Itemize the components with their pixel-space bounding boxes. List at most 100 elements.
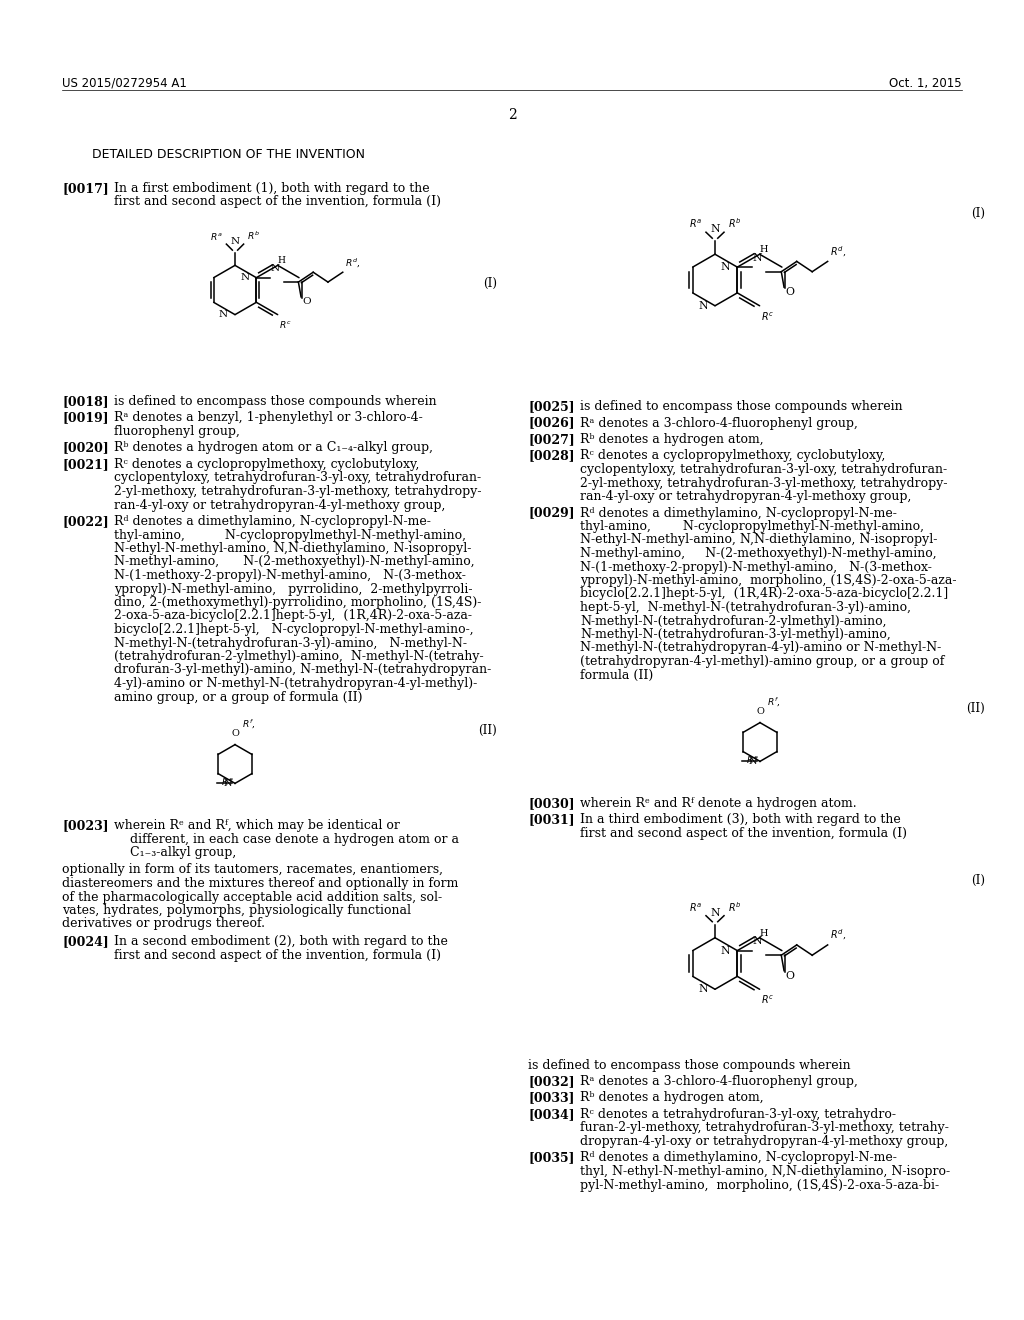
Text: [0027]: [0027]	[528, 433, 574, 446]
Text: Rᵃ denotes a benzyl, 1-phenylethyl or 3-chloro-4-: Rᵃ denotes a benzyl, 1-phenylethyl or 3-…	[114, 412, 423, 425]
Text: thyl, N-ethyl-N-methyl-amino, N,N-diethylamino, N-isopro-: thyl, N-ethyl-N-methyl-amino, N,N-diethy…	[580, 1166, 950, 1177]
Text: O: O	[785, 288, 794, 297]
Text: $R^{e}$: $R^{e}$	[221, 776, 233, 787]
Text: $R^c$: $R^c$	[280, 319, 292, 330]
Text: [0031]: [0031]	[528, 813, 574, 826]
Text: $R^{f}$,: $R^{f}$,	[242, 718, 256, 731]
Text: N: N	[721, 945, 730, 956]
Text: Rᵇ denotes a hydrogen atom or a C₁₋₄-alkyl group,: Rᵇ denotes a hydrogen atom or a C₁₋₄-alk…	[114, 441, 433, 454]
Text: N-methyl-N-(tetrahydropyran-4-yl)-amino or N-methyl-N-: N-methyl-N-(tetrahydropyran-4-yl)-amino …	[580, 642, 941, 655]
Text: Rᵇ denotes a hydrogen atom,: Rᵇ denotes a hydrogen atom,	[580, 1092, 764, 1105]
Text: drofuran-3-yl-methyl)-amino, N-methyl-N-(tetrahydropyran-: drofuran-3-yl-methyl)-amino, N-methyl-N-…	[114, 664, 492, 676]
Text: [0019]: [0019]	[62, 412, 109, 425]
Text: pyl-N-methyl-amino,  morpholino, (1S,4S)-2-oxa-5-aza-bi-: pyl-N-methyl-amino, morpholino, (1S,4S)-…	[580, 1179, 939, 1192]
Text: different, in each case denote a hydrogen atom or a: different, in each case denote a hydroge…	[130, 833, 459, 846]
Text: $R^a$: $R^a$	[689, 902, 702, 913]
Text: [0024]: [0024]	[62, 935, 109, 948]
Text: 2-oxa-5-aza-bicyclo[2.2.1]hept-5-yl,  (1R,4R)-2-oxa-5-aza-: 2-oxa-5-aza-bicyclo[2.2.1]hept-5-yl, (1R…	[114, 610, 472, 623]
Text: Rᵇ denotes a hydrogen atom,: Rᵇ denotes a hydrogen atom,	[580, 433, 764, 446]
Text: N-methyl-N-(tetrahydrofuran-2-ylmethyl)-amino,: N-methyl-N-(tetrahydrofuran-2-ylmethyl)-…	[580, 615, 887, 627]
Text: US 2015/0272954 A1: US 2015/0272954 A1	[62, 77, 186, 90]
Text: amino group, or a group of formula (II): amino group, or a group of formula (II)	[114, 690, 362, 704]
Text: ypropyl)-N-methyl-amino,   pyrrolidino,  2-methylpyrroli-: ypropyl)-N-methyl-amino, pyrrolidino, 2-…	[114, 582, 472, 595]
Text: N-(1-methoxy-2-propyl)-N-methyl-amino,   N-(3-methox-: N-(1-methoxy-2-propyl)-N-methyl-amino, N…	[580, 561, 932, 573]
Text: N-(1-methoxy-2-propyl)-N-methyl-amino,   N-(3-methox-: N-(1-methoxy-2-propyl)-N-methyl-amino, N…	[114, 569, 466, 582]
Text: dropyran-4-yl-oxy or tetrahydropyran-4-yl-methoxy group,: dropyran-4-yl-oxy or tetrahydropyran-4-y…	[580, 1135, 948, 1148]
Text: $R^a$: $R^a$	[210, 231, 222, 242]
Text: N: N	[270, 264, 280, 273]
Text: diastereomers and the mixtures thereof and optionally in form: diastereomers and the mixtures thereof a…	[62, 876, 459, 890]
Text: [0026]: [0026]	[528, 417, 574, 429]
Text: N: N	[224, 779, 232, 788]
Text: 2: 2	[508, 108, 516, 121]
Text: $R^{e}$: $R^{e}$	[745, 754, 759, 766]
Text: [0022]: [0022]	[62, 515, 109, 528]
Text: $R^b$: $R^b$	[728, 216, 741, 230]
Text: bicyclo[2.2.1]hept-5-yl,   N-cyclopropyl-N-methyl-amino-,: bicyclo[2.2.1]hept-5-yl, N-cyclopropyl-N…	[114, 623, 474, 636]
Text: H: H	[278, 256, 286, 265]
Text: Oct. 1, 2015: Oct. 1, 2015	[890, 77, 962, 90]
Text: (I): (I)	[971, 874, 985, 887]
Text: fluorophenyl group,: fluorophenyl group,	[114, 425, 240, 438]
Text: [0028]: [0028]	[528, 450, 574, 462]
Text: N: N	[219, 310, 228, 319]
Text: O: O	[785, 970, 794, 981]
Text: ypropyl)-N-methyl-amino,  morpholino, (1S,4S)-2-oxa-5-aza-: ypropyl)-N-methyl-amino, morpholino, (1S…	[580, 574, 956, 587]
Text: O: O	[231, 730, 239, 738]
Text: wherein Rᵉ and Rᶠ denote a hydrogen atom.: wherein Rᵉ and Rᶠ denote a hydrogen atom…	[580, 797, 857, 810]
Text: C₁₋₃-alkyl group,: C₁₋₃-alkyl group,	[130, 846, 237, 859]
Text: N-methyl-amino,      N-(2-methoxyethyl)-N-methyl-amino,: N-methyl-amino, N-(2-methoxyethyl)-N-met…	[114, 556, 475, 569]
Text: $R^d$,: $R^d$,	[830, 244, 847, 259]
Text: first and second aspect of the invention, formula (I): first and second aspect of the invention…	[114, 949, 441, 961]
Text: In a second embodiment (2), both with regard to the: In a second embodiment (2), both with re…	[114, 935, 447, 948]
Text: N: N	[711, 224, 720, 234]
Text: Rᵈ denotes a dimethylamino, N-cyclopropyl-N-me-: Rᵈ denotes a dimethylamino, N-cyclopropy…	[580, 507, 897, 520]
Text: N: N	[698, 985, 708, 994]
Text: N: N	[721, 263, 730, 272]
Text: [0035]: [0035]	[528, 1151, 574, 1164]
Text: N: N	[241, 273, 249, 282]
Text: (tetrahydrofuran-2-ylmethyl)-amino,  N-methyl-N-(tetrahy-: (tetrahydrofuran-2-ylmethyl)-amino, N-me…	[114, 649, 483, 663]
Text: N: N	[752, 252, 762, 263]
Text: $R^c$: $R^c$	[762, 994, 774, 1006]
Text: first and second aspect of the invention, formula (I): first and second aspect of the invention…	[580, 828, 907, 840]
Text: is defined to encompass those compounds wherein: is defined to encompass those compounds …	[114, 395, 436, 408]
Text: Rᶜ denotes a cyclopropylmethoxy, cyclobutyloxy,: Rᶜ denotes a cyclopropylmethoxy, cyclobu…	[114, 458, 420, 471]
Text: N: N	[752, 936, 762, 946]
Text: [0023]: [0023]	[62, 818, 109, 832]
Text: In a first embodiment (1), both with regard to the: In a first embodiment (1), both with reg…	[114, 182, 430, 195]
Text: (I): (I)	[483, 277, 497, 290]
Text: Rᶜ denotes a tetrahydrofuran-3-yl-oxy, tetrahydro-: Rᶜ denotes a tetrahydrofuran-3-yl-oxy, t…	[580, 1107, 896, 1121]
Text: N: N	[698, 301, 708, 310]
Text: of the pharmacologically acceptable acid addition salts, sol-: of the pharmacologically acceptable acid…	[62, 891, 442, 903]
Text: In a third embodiment (3), both with regard to the: In a third embodiment (3), both with reg…	[580, 813, 901, 826]
Text: bicyclo[2.2.1]hept-5-yl,  (1R,4R)-2-oxa-5-aza-bicyclo[2.2.1]: bicyclo[2.2.1]hept-5-yl, (1R,4R)-2-oxa-5…	[580, 587, 948, 601]
Text: DETAILED DESCRIPTION OF THE INVENTION: DETAILED DESCRIPTION OF THE INVENTION	[92, 148, 365, 161]
Text: $R^b$: $R^b$	[248, 230, 260, 242]
Text: thyl-amino,          N-cyclopropylmethyl-N-methyl-amino,: thyl-amino, N-cyclopropylmethyl-N-methyl…	[114, 528, 466, 541]
Text: optionally in form of its tautomers, racemates, enantiomers,: optionally in form of its tautomers, rac…	[62, 863, 443, 876]
Text: (II): (II)	[478, 723, 497, 737]
Text: vates, hydrates, polymorphs, physiologically functional: vates, hydrates, polymorphs, physiologic…	[62, 904, 411, 917]
Text: Rᵈ denotes a dimethylamino, N-cyclopropyl-N-me-: Rᵈ denotes a dimethylamino, N-cyclopropy…	[580, 1151, 897, 1164]
Text: ran-4-yl-oxy or tetrahydropyran-4-yl-methoxy group,: ran-4-yl-oxy or tetrahydropyran-4-yl-met…	[580, 490, 911, 503]
Text: (I): (I)	[971, 207, 985, 220]
Text: $R^d$,: $R^d$,	[345, 256, 360, 269]
Text: thyl-amino,        N-cyclopropylmethyl-N-methyl-amino,: thyl-amino, N-cyclopropylmethyl-N-methyl…	[580, 520, 924, 533]
Text: N-methyl-amino,     N-(2-methoxyethyl)-N-methyl-amino,: N-methyl-amino, N-(2-methoxyethyl)-N-met…	[580, 546, 937, 560]
Text: [0029]: [0029]	[528, 507, 574, 520]
Text: $R^d$,: $R^d$,	[830, 928, 847, 942]
Text: (II): (II)	[967, 702, 985, 715]
Text: [0021]: [0021]	[62, 458, 109, 471]
Text: [0034]: [0034]	[528, 1107, 574, 1121]
Text: $R^{f}$,: $R^{f}$,	[767, 697, 780, 709]
Text: hept-5-yl,  N-methyl-N-(tetrahydrofuran-3-yl)-amino,: hept-5-yl, N-methyl-N-(tetrahydrofuran-3…	[580, 601, 911, 614]
Text: [0025]: [0025]	[528, 400, 574, 413]
Text: derivatives or prodrugs thereof.: derivatives or prodrugs thereof.	[62, 917, 265, 931]
Text: (tetrahydropyran-4-yl-methyl)-amino group, or a group of: (tetrahydropyran-4-yl-methyl)-amino grou…	[580, 655, 944, 668]
Text: N-ethyl-N-methyl-amino, N,N-diethylamino, N-isopropyl-: N-ethyl-N-methyl-amino, N,N-diethylamino…	[580, 533, 937, 546]
Text: N-methyl-N-(tetrahydrofuran-3-yl-methyl)-amino,: N-methyl-N-(tetrahydrofuran-3-yl-methyl)…	[580, 628, 891, 642]
Text: Rᵃ denotes a 3-chloro-4-fluorophenyl group,: Rᵃ denotes a 3-chloro-4-fluorophenyl gro…	[580, 417, 858, 429]
Text: furan-2-yl-methoxy, tetrahydrofuran-3-yl-methoxy, tetrahy-: furan-2-yl-methoxy, tetrahydrofuran-3-yl…	[580, 1122, 949, 1134]
Text: first and second aspect of the invention, formula (I): first and second aspect of the invention…	[114, 195, 441, 209]
